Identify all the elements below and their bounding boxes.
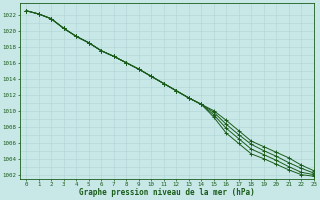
X-axis label: Graphe pression niveau de la mer (hPa): Graphe pression niveau de la mer (hPa): [79, 188, 255, 197]
